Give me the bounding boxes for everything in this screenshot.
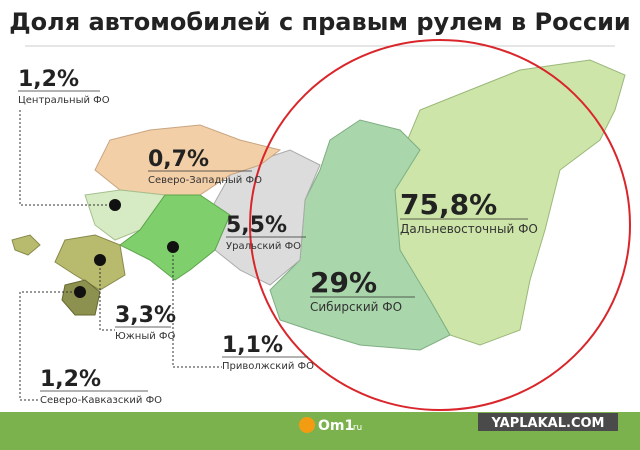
region-label: 29%Сибирский ФО — [310, 266, 415, 314]
watermark-box — [478, 413, 618, 431]
volga-region — [119, 194, 231, 281]
south-region — [54, 234, 126, 291]
region-dot — [94, 254, 106, 266]
logo-icon — [299, 417, 315, 433]
leader-line — [19, 291, 80, 401]
watermark: YAPLAKAL.COM — [491, 416, 605, 431]
logo-suffix: .ru — [350, 423, 362, 433]
region-value: 3,3% — [115, 303, 176, 328]
region-value: 29% — [310, 266, 377, 299]
region-label: 3,3% Южный ФО — [94, 254, 176, 342]
region-value: 1,1% — [222, 333, 283, 358]
region-label: 1,1% Приволжский ФО — [167, 241, 314, 372]
map — [11, 59, 626, 351]
crimea-region — [11, 234, 41, 256]
region-value: 5,5% — [226, 213, 287, 238]
region-name: Сибирский ФО — [310, 300, 402, 314]
region-dot — [167, 241, 179, 253]
region-name: Приволжский ФО — [222, 361, 314, 372]
highlight-circle — [249, 39, 631, 411]
logo: Om1 — [318, 418, 354, 434]
region-dot — [109, 199, 121, 211]
region-name: Дальневосточный ФО — [400, 222, 538, 236]
region-dot — [74, 286, 86, 298]
labels: 1,2% Центральный ФО 0,7% Северо-Западный ФО… — [18, 67, 538, 406]
region-value: 1,2% — [40, 367, 101, 392]
region-name: Центральный ФО — [18, 95, 110, 106]
region-name: Южный ФО — [115, 331, 176, 342]
title: Доля автомобилей с правым рулем в России — [9, 8, 630, 36]
region-name: Северо-Кавказский ФО — [40, 395, 162, 406]
leader-line — [99, 260, 115, 331]
region-label: 75,8%Дальневосточный ФО — [400, 188, 538, 236]
region-value: 1,2% — [18, 67, 79, 92]
region-label: 1,2% Северо-Кавказский ФО — [19, 286, 162, 406]
region-name: Северо-Западный ФО — [148, 175, 262, 186]
region-name: Уральский ФО — [226, 241, 301, 252]
region-label: 5,5% Уральский ФО — [226, 213, 306, 252]
leader-line — [172, 247, 222, 368]
region-value: 75,8% — [400, 188, 497, 221]
region-label: 1,2% Центральный ФО — [18, 67, 121, 211]
region-value: 0,7% — [148, 147, 209, 172]
region-label: 0,7% Северо-Западный ФО — [148, 147, 262, 186]
